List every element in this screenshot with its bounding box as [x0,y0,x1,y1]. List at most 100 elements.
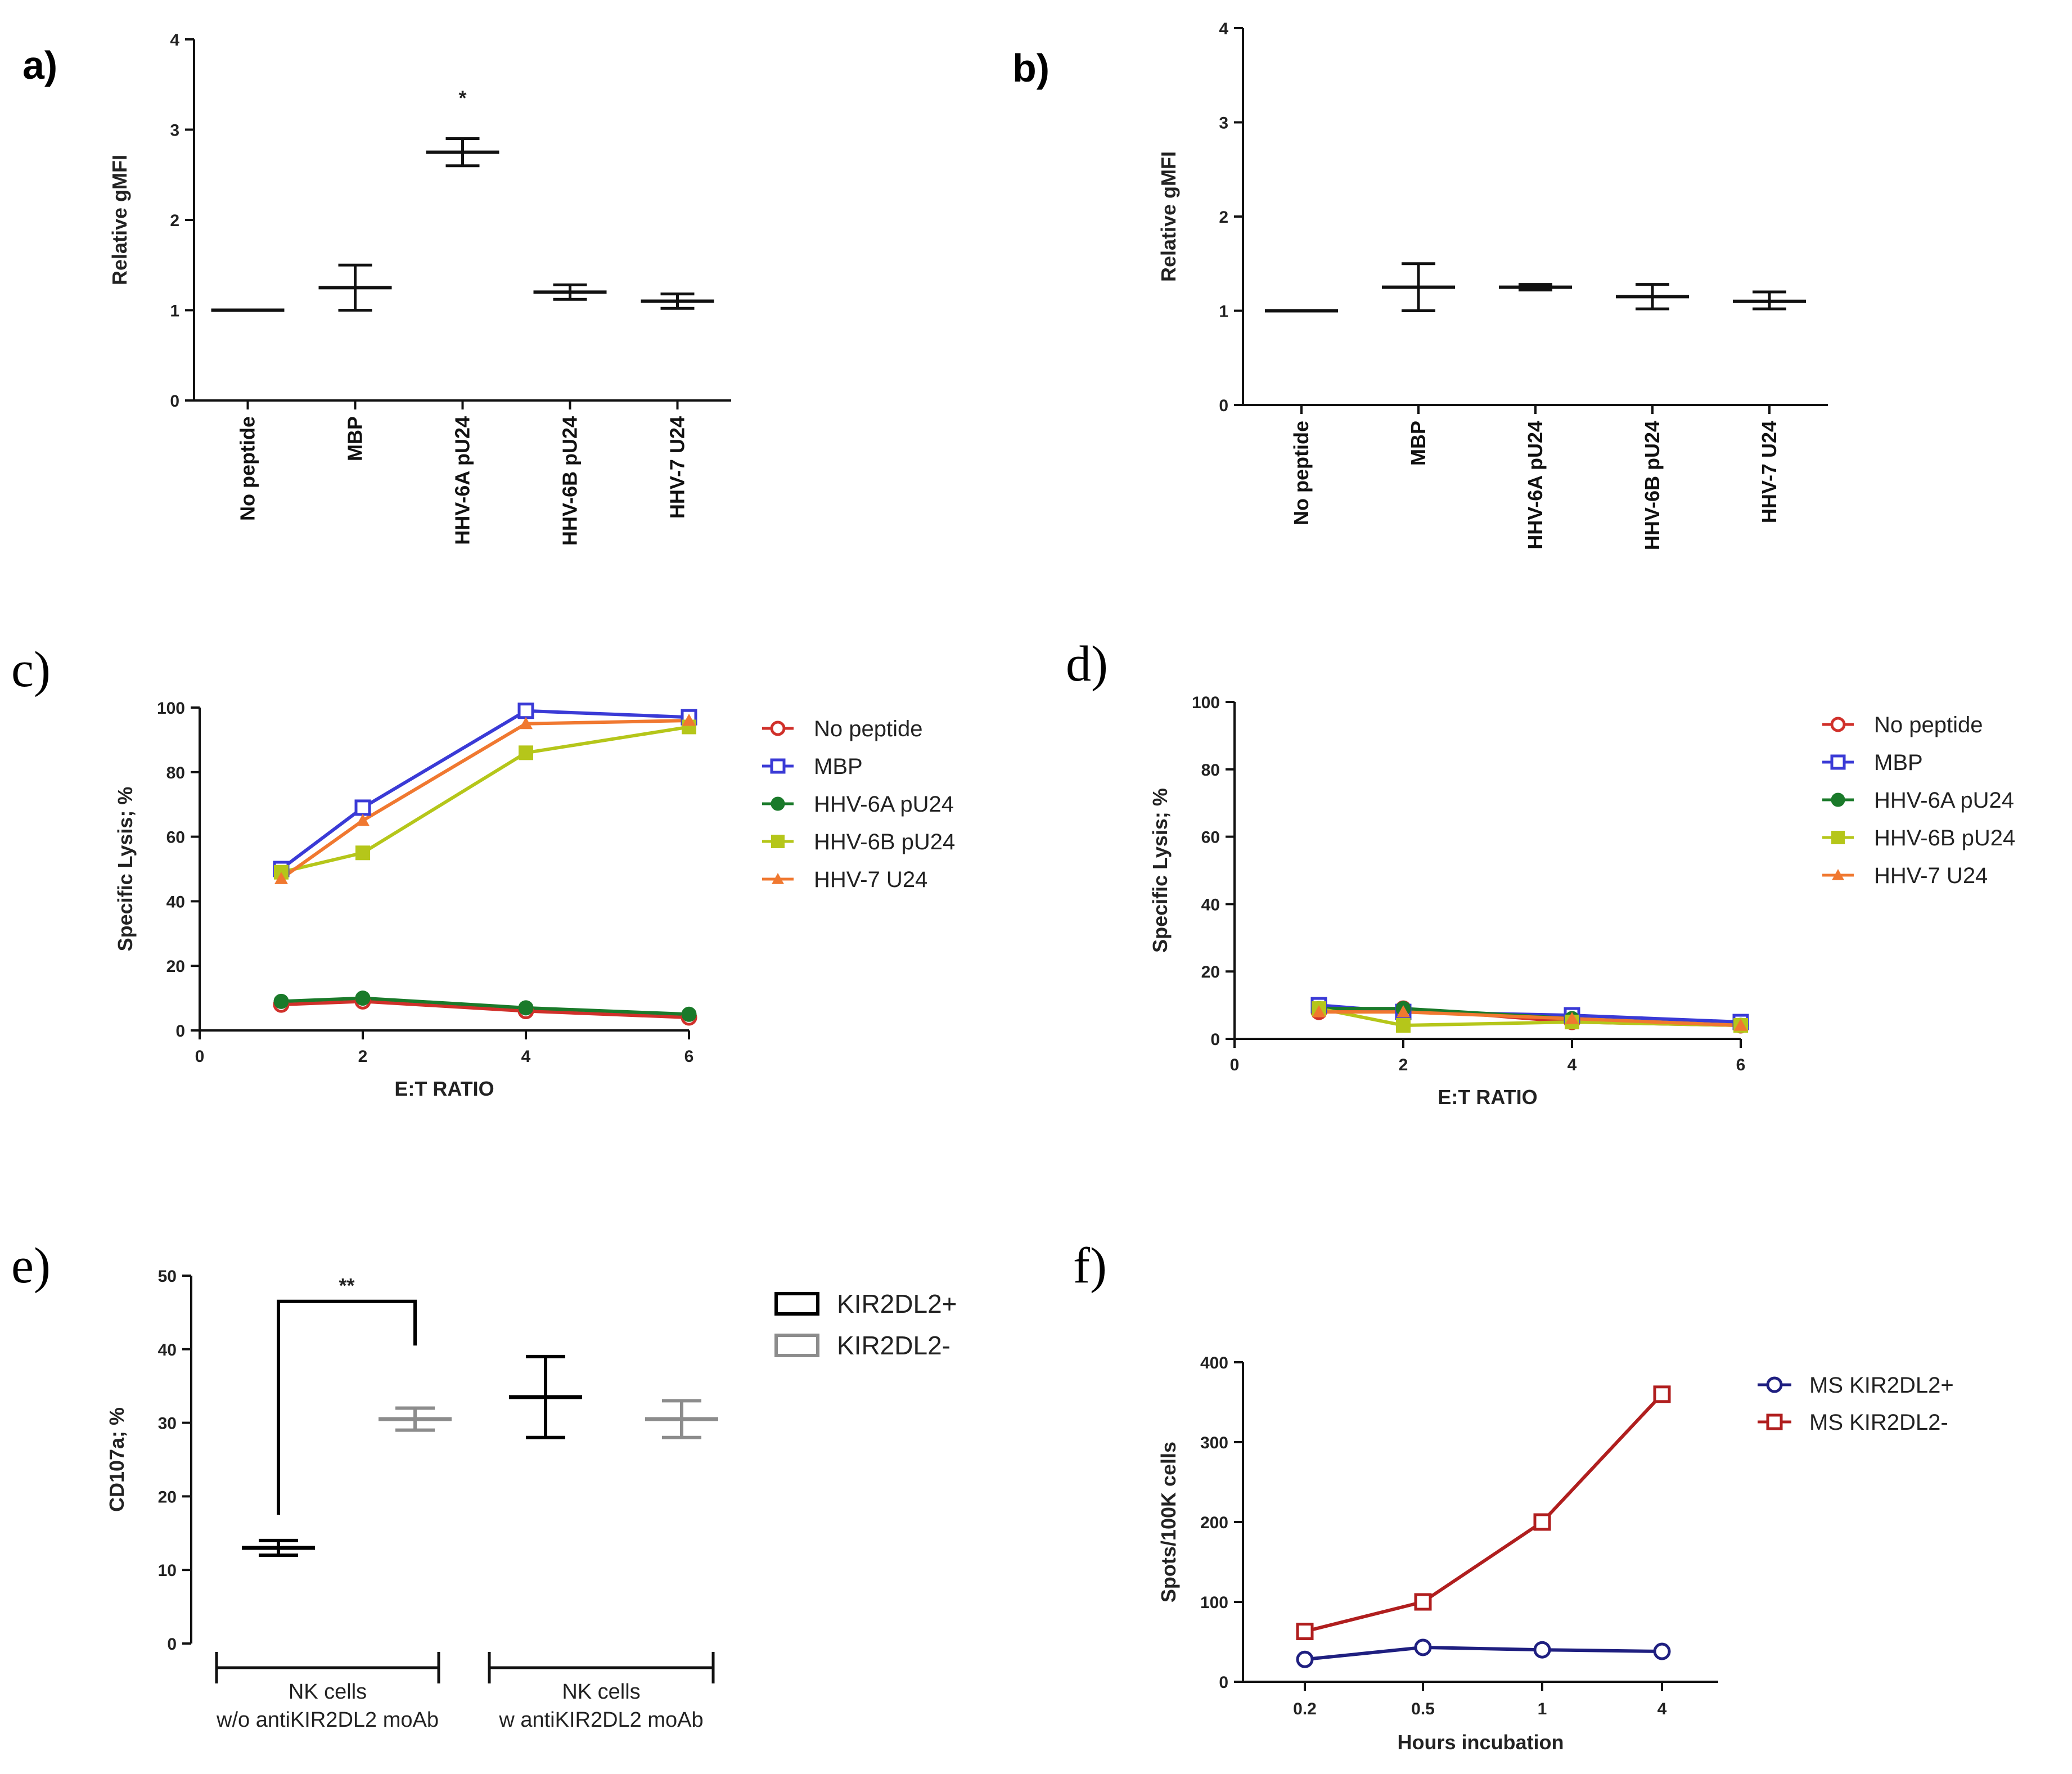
x-tick-label: 4 [521,1047,531,1066]
series-line [1304,1393,1664,1633]
chart-e: 0 10 20 30 40 50 CD107a; % ** NK cells w/o antiKI… [105,1267,957,1732]
legend-marker [770,758,786,774]
y-axis-label: Relative gMFI [1157,151,1180,282]
legend-marker [771,835,785,848]
y-tick-label: 20 [1201,963,1220,981]
group-label-line2: w antiKIR2DL2 moAb [498,1708,703,1732]
data-point [682,713,696,726]
series-line [280,718,690,880]
data-point [1734,1019,1747,1031]
y-tick-label: 80 [166,764,185,782]
x-axis-label: E:T RATIO [394,1077,494,1100]
x-tick-label: 0 [1230,1056,1240,1074]
data-point [1653,1385,1671,1403]
data-point [1414,1638,1432,1656]
series-line [280,709,690,871]
data-point [681,1006,697,1022]
x-tick-label: 0.5 [1411,1700,1435,1718]
series-line [1319,1010,1741,1028]
panel-label-b: b) [1012,46,1049,90]
chart-a: 0 1 2 3 4 Relative gMFI No peptide MBP HHV-6A pU… [108,31,731,546]
legend-label: MS KIR2DL2+ [1809,1373,1954,1398]
x-axis-label: E:T RATIO [1438,1086,1537,1109]
category-label: HHV-7 U24 [1758,421,1781,523]
y-tick-label: 200 [1200,1514,1228,1532]
category-label: HHV-6B pU24 [558,416,582,546]
y-tick-label: 40 [158,1341,177,1359]
y-tick-label: 60 [1201,829,1220,847]
y-tick-label: 60 [166,829,185,847]
x-axis-label: Hours incubation [1398,1731,1564,1754]
legend-label: HHV-6A pU24 [814,792,954,817]
y-tick-label: 2 [1219,208,1228,227]
series-line [1304,1645,1663,1662]
y-tick-label: 3 [170,121,179,140]
y-tick-label: 100 [1192,694,1220,712]
y-axis-label: Relative gMFI [108,155,131,285]
group-label-line2: w/o antiKIR2DL2 moAb [216,1708,439,1732]
y-tick-label: 3 [1219,114,1228,133]
y-tick-label: 100 [1200,1593,1228,1612]
y-tick-label: 0 [170,392,179,411]
category-label: HHV-6A pU24 [1524,421,1547,550]
legend-marker [1830,717,1846,732]
y-tick-label: 0 [1219,1673,1228,1692]
significance-marker: * [458,86,466,109]
panel-label-e: e) [11,1238,51,1294]
y-tick-label: 30 [158,1415,177,1433]
y-axis-label: Specific Lysis; % [114,787,137,952]
legend-marker [771,796,785,811]
chart-c: 0 20 40 60 80 100 0 2 4 6 E:T RATIO Specific Lysis;… [114,699,955,1100]
legend-marker [772,873,784,884]
data-point [355,990,371,1006]
chart-f: 0 100 200 300 400 0.2 0.5 1 4 Hours incubation Spo… [1157,1354,1954,1754]
x-tick-label: 6 [1736,1056,1746,1074]
x-tick-label: 6 [684,1047,694,1066]
y-tick-label: 50 [158,1267,177,1286]
y-tick-label: 300 [1200,1434,1228,1452]
chart-b: 0 1 2 3 4 Relative gMFI No peptide MBP HHV-6A pU… [1157,20,1828,550]
legend-label: No peptide [814,717,922,741]
y-tick-label: 40 [166,893,185,911]
data-point [519,745,533,760]
series-line [281,996,690,1016]
legend-marker [770,721,786,736]
category-label: MBP [1407,421,1430,466]
series-line [281,999,690,1020]
category-label: HHV-7 U24 [666,416,689,519]
legend-label: KIR2DL2- [837,1331,951,1360]
legend-marker [1766,1376,1783,1393]
data-point [1296,1623,1314,1641]
legend-label: HHV-7 U24 [814,867,927,892]
legend-marker [1831,831,1845,844]
data-point [519,717,533,730]
x-tick-label: 2 [1399,1056,1408,1074]
data-point [354,799,371,816]
chart-d: 0 20 40 60 80 100 0 2 4 6 E:T RATIO Specific Lysis;… [1148,694,2015,1109]
x-tick-label: 2 [358,1047,368,1066]
category-label: No peptide [236,416,259,521]
group-label-line1: NK cells [289,1680,367,1704]
y-tick-label: 80 [1201,761,1220,780]
x-tick-label: 4 [1567,1056,1577,1074]
y-tick-label: 0 [175,1022,185,1041]
group-label-line1: NK cells [562,1680,640,1704]
data-point [1414,1593,1432,1611]
x-tick-label: 0.2 [1293,1700,1317,1718]
legend-label: MBP [814,754,863,779]
data-point [1396,1018,1411,1033]
y-tick-label: 4 [170,31,179,49]
y-tick-label: 2 [170,211,179,230]
legend-label: MBP [1874,750,1923,775]
legend-label: HHV-6A pU24 [1874,788,2014,813]
legend-swatch [774,1292,819,1316]
legend-label: MS KIR2DL2- [1809,1410,1948,1435]
x-tick-label: 0 [195,1047,205,1066]
panel-label-d: d) [1066,636,1108,692]
legend-label: KIR2DL2+ [837,1289,957,1318]
data-point [273,993,289,1009]
y-tick-label: 1 [170,302,179,321]
data-point [518,1000,534,1016]
y-tick-label: 400 [1200,1354,1228,1372]
